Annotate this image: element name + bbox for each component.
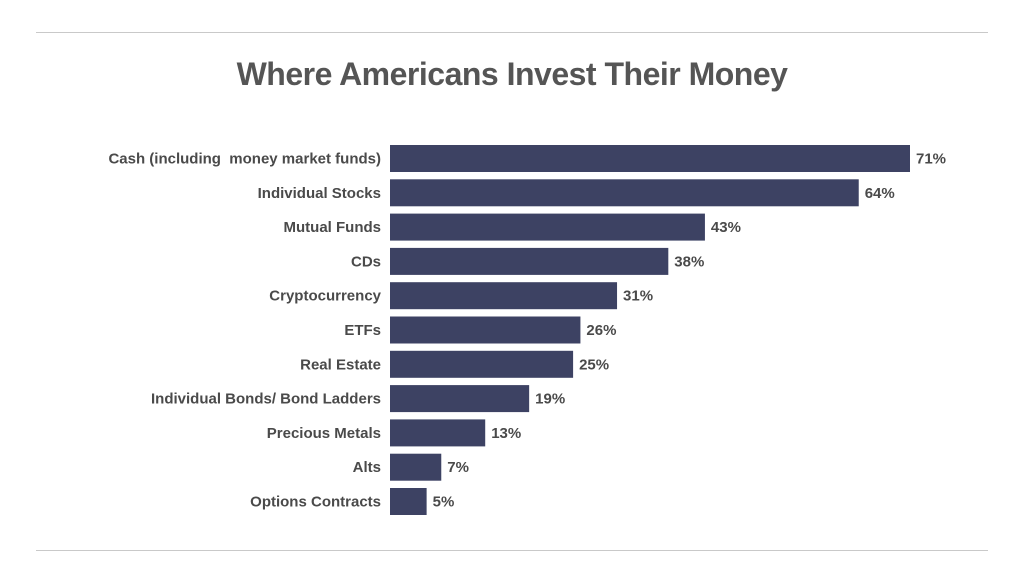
value-label: 43% xyxy=(711,219,741,236)
value-label: 5% xyxy=(433,494,455,511)
category-label: Mutual Funds xyxy=(284,219,382,236)
value-label: 7% xyxy=(447,459,469,476)
bar xyxy=(390,350,574,378)
bar xyxy=(390,145,910,172)
category-label: Individual Stocks xyxy=(258,185,381,202)
value-label: 19% xyxy=(535,391,565,408)
value-label: 26% xyxy=(586,322,616,339)
bottom-divider xyxy=(36,550,988,551)
value-label: 31% xyxy=(623,288,653,305)
category-label: Alts xyxy=(353,459,381,476)
value-label: 25% xyxy=(579,356,609,373)
value-label: 13% xyxy=(491,425,521,442)
top-divider xyxy=(36,32,988,33)
category-label: Cash (including money market funds) xyxy=(108,151,381,168)
category-label: Individual Bonds/ Bond Ladders xyxy=(151,391,381,408)
bar xyxy=(390,247,669,275)
category-label: Real Estate xyxy=(300,356,381,373)
category-label: Cryptocurrency xyxy=(269,288,381,305)
value-label: 71% xyxy=(916,151,946,168)
bar xyxy=(390,316,581,344)
bar xyxy=(390,419,486,447)
category-label: CDs xyxy=(351,253,381,270)
bar xyxy=(390,213,705,241)
bar xyxy=(390,488,427,515)
bar xyxy=(390,453,442,481)
bar xyxy=(390,179,859,207)
bar xyxy=(390,282,618,310)
value-label: 38% xyxy=(674,253,704,270)
bars-layer: Cash (including money market funds) 71% In… xyxy=(108,145,946,515)
category-label: Precious Metals xyxy=(267,425,381,442)
chart-title: Where Americans Invest Their Money xyxy=(236,56,788,92)
value-label: 64% xyxy=(865,185,895,202)
bar xyxy=(390,385,530,413)
category-label: ETFs xyxy=(344,322,381,339)
category-label: Options Contracts xyxy=(250,494,381,511)
